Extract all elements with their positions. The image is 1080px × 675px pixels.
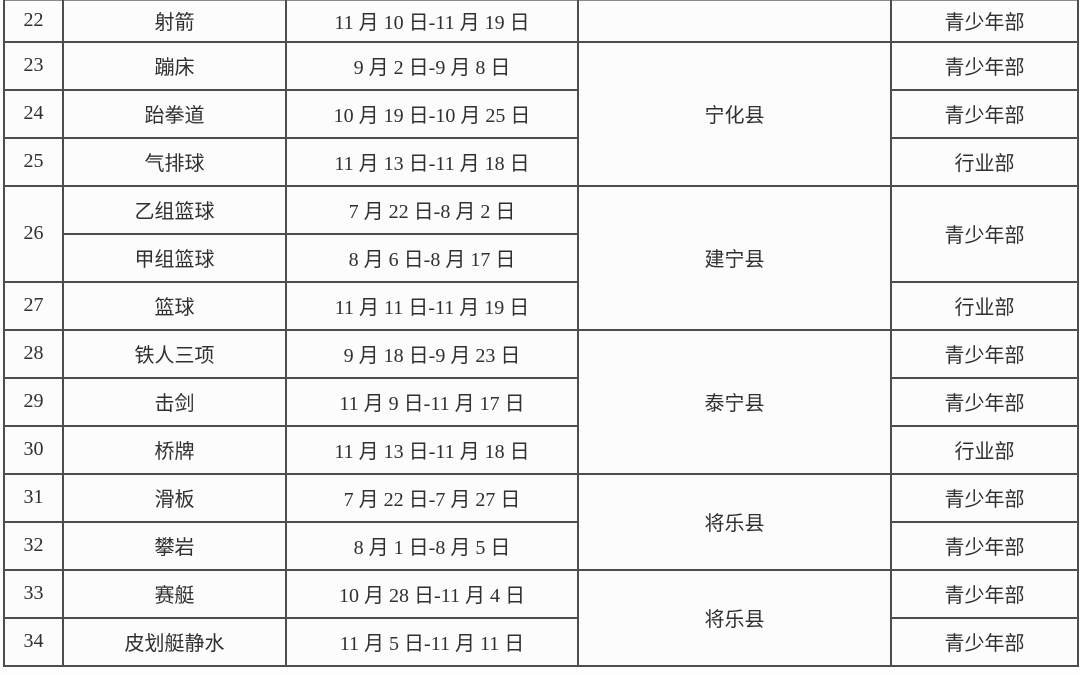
county-cell: 建宁县 bbox=[577, 184, 892, 331]
row-number-cell: 32 bbox=[3, 520, 64, 571]
table-row: 23 蹦床 9 月 2 日-9 月 8 日 宁化县 青少年部 bbox=[3, 40, 1079, 187]
table-row: 25 气排球 11 月 13 日-11 月 18 日 行业部 bbox=[3, 136, 1079, 187]
row-number-cell: 30 bbox=[3, 424, 64, 475]
department-cell: 青少年部 bbox=[890, 616, 1079, 667]
table-row: 30 桥牌 11 月 13 日-11 月 18 日 行业部 bbox=[3, 424, 1079, 475]
department-cell: 青少年部 bbox=[890, 88, 1079, 139]
date-range-cell: 10 月 28 日-11 月 4 日 bbox=[285, 568, 579, 619]
event-cell: 篮球 bbox=[62, 280, 287, 331]
row-number-cell: 31 bbox=[3, 472, 64, 523]
table-row: 28 铁人三项 9 月 18 日-9 月 23 日 泰宁县 青少年部 bbox=[3, 328, 1079, 475]
department-cell: 青少年部 bbox=[890, 520, 1079, 571]
row-number-cell: 27 bbox=[3, 280, 64, 331]
date-range-cell: 11 月 13 日-11 月 18 日 bbox=[285, 424, 579, 475]
date-range-cell: 11 月 9 日-11 月 17 日 bbox=[285, 376, 579, 427]
table-row: 22 射箭 11 月 10 日-11 月 19 日 青少年部 bbox=[3, 0, 1079, 43]
table-row: 31 滑板 7 月 22 日-7 月 27 日 将乐县 青少年部 bbox=[3, 472, 1079, 571]
event-cell: 赛艇 bbox=[62, 568, 287, 619]
row-number-cell: 28 bbox=[3, 328, 64, 379]
county-cell: 宁化县 bbox=[577, 40, 892, 187]
row-number-cell: 29 bbox=[3, 376, 64, 427]
date-range-cell: 9 月 2 日-9 月 8 日 bbox=[285, 40, 579, 91]
department-cell: 青少年部 bbox=[890, 568, 1079, 619]
row-number-cell: 25 bbox=[3, 136, 64, 187]
date-range-cell: 8 月 6 日-8 月 17 日 bbox=[285, 232, 579, 283]
county-cell: 将乐县 bbox=[577, 472, 892, 571]
event-cell: 跆拳道 bbox=[62, 88, 287, 139]
row-number-cell: 22 bbox=[3, 0, 64, 43]
date-range-cell: 11 月 5 日-11 月 11 日 bbox=[285, 616, 579, 667]
table-row: 甲组篮球 8 月 6 日-8 月 17 日 bbox=[4, 232, 1078, 283]
county-cell: 将乐县 bbox=[577, 568, 892, 667]
table-row: 33 赛艇 10 月 28 日-11 月 4 日 将乐县 青少年部 bbox=[3, 568, 1079, 667]
department-cell: 青少年部 bbox=[890, 0, 1079, 43]
date-range-cell: 7 月 22 日-8 月 2 日 bbox=[285, 184, 579, 235]
table-row: 34 皮划艇静水 11 月 5 日-11 月 11 日 青少年部 bbox=[3, 616, 1079, 667]
row-number-cell: 24 bbox=[3, 88, 64, 139]
department-cell: 青少年部 bbox=[890, 40, 1079, 91]
date-range-cell: 11 月 10 日-11 月 19 日 bbox=[285, 0, 579, 43]
event-cell: 射箭 bbox=[62, 0, 287, 43]
event-cell: 甲组篮球 bbox=[62, 232, 287, 283]
event-cell: 攀岩 bbox=[62, 520, 287, 571]
event-cell: 乙组篮球 bbox=[62, 184, 287, 235]
department-cell: 行业部 bbox=[890, 280, 1079, 331]
department-cell: 青少年部 bbox=[890, 472, 1079, 523]
date-range-cell: 11 月 13 日-11 月 18 日 bbox=[285, 136, 579, 187]
event-cell: 蹦床 bbox=[62, 40, 287, 91]
event-cell: 铁人三项 bbox=[62, 328, 287, 379]
table-row: 24 跆拳道 10 月 19 日-10 月 25 日 青少年部 bbox=[3, 88, 1079, 139]
competition-schedule-table: 22 射箭 11 月 10 日-11 月 19 日 青少年部 23 蹦床 9 月… bbox=[3, 0, 1079, 667]
table-row: 27 篮球 11 月 11 日-11 月 19 日 行业部 bbox=[3, 280, 1079, 331]
row-number-cell: 23 bbox=[3, 40, 64, 91]
table-row: 26 乙组篮球 7 月 22 日-8 月 2 日 建宁县 青少年部 bbox=[3, 184, 1079, 331]
department-cell: 行业部 bbox=[890, 136, 1079, 187]
event-cell: 滑板 bbox=[62, 472, 287, 523]
county-cell: 泰宁县 bbox=[577, 328, 892, 475]
department-cell: 青少年部 bbox=[890, 328, 1079, 379]
event-cell: 气排球 bbox=[62, 136, 287, 187]
date-range-cell: 7 月 22 日-7 月 27 日 bbox=[285, 472, 579, 523]
county-cell-empty bbox=[577, 0, 892, 43]
event-cell: 皮划艇静水 bbox=[62, 616, 287, 667]
department-cell: 青少年部 bbox=[890, 376, 1079, 427]
event-cell: 击剑 bbox=[62, 376, 287, 427]
department-cell: 行业部 bbox=[890, 424, 1079, 475]
department-cell: 青少年部 bbox=[890, 184, 1079, 283]
date-range-cell: 8 月 1 日-8 月 5 日 bbox=[285, 520, 579, 571]
row-number-cell: 33 bbox=[3, 568, 64, 619]
date-range-cell: 10 月 19 日-10 月 25 日 bbox=[285, 88, 579, 139]
row-number-cell: 26 bbox=[3, 184, 64, 283]
date-range-cell: 9 月 18 日-9 月 23 日 bbox=[285, 328, 579, 379]
table-row: 32 攀岩 8 月 1 日-8 月 5 日 青少年部 bbox=[3, 520, 1079, 571]
row-number-cell: 34 bbox=[3, 616, 64, 667]
table-row: 29 击剑 11 月 9 日-11 月 17 日 青少年部 bbox=[3, 376, 1079, 427]
event-cell: 桥牌 bbox=[62, 424, 287, 475]
date-range-cell: 11 月 11 日-11 月 19 日 bbox=[285, 280, 579, 331]
